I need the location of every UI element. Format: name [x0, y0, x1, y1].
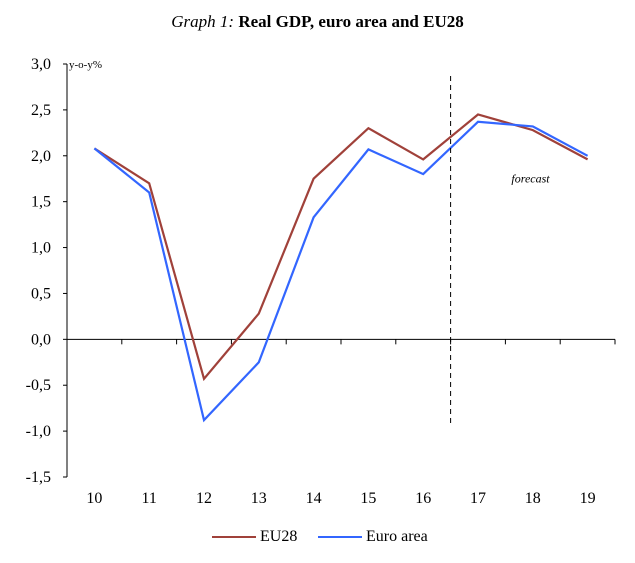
x-axis-ticks: 10 11 12 13 14 15 16 17 18 19 — [86, 490, 595, 507]
legend-swatch-eu28 — [212, 536, 256, 538]
y-tick-label: 2,5 — [31, 102, 51, 119]
x-tick-label: 16 — [415, 490, 431, 507]
y-tick-label: 0,5 — [31, 285, 51, 302]
legend-item-euro-area: Euro area — [318, 528, 428, 546]
chart-title-main: Real GDP, euro area and EU28 — [238, 12, 464, 31]
x-tick-label: 19 — [580, 490, 596, 507]
y-axis-ticks: 3,0 2,5 2,0 1,5 1,0 0,5 0,0 -0,5 -1,0 -1,5 — [26, 56, 67, 486]
chart-legend: EU28 Euro area — [0, 528, 635, 552]
y-tick-label: -1,0 — [26, 423, 51, 440]
legend-label-euro-area: Euro area — [366, 528, 428, 545]
y-tick-label: 2,0 — [31, 148, 51, 165]
x-tick-label: 18 — [525, 490, 541, 507]
y-tick-label: 0,0 — [31, 331, 51, 348]
x-tick-label: 17 — [470, 490, 486, 507]
x-tick-label: 14 — [306, 490, 322, 507]
chart-title-prefix: Graph 1: — [171, 12, 235, 31]
x-tick-label: 13 — [251, 490, 267, 507]
chart-title: Graph 1: Real GDP, euro area and EU28 — [0, 12, 635, 32]
series-line-eu28 — [93, 113, 589, 382]
y-tick-label: 3,0 — [31, 56, 51, 73]
y-tick-label: 1,5 — [31, 194, 51, 211]
x-tick-label: 12 — [196, 490, 212, 507]
y-axis-label: y-o-y% — [69, 59, 102, 71]
y-tick-label: -0,5 — [26, 377, 51, 394]
y-tick-label: 1,0 — [31, 240, 51, 257]
x-tick-label: 10 — [86, 490, 102, 507]
legend-swatch-euro-area — [318, 536, 362, 538]
legend-item-eu28: EU28 — [212, 528, 297, 546]
x-tick-label: 11 — [141, 490, 156, 507]
series-line-euro-area — [93, 120, 589, 423]
legend-label-eu28: EU28 — [260, 528, 298, 545]
series-lines — [93, 113, 589, 423]
forecast-annotation: forecast — [511, 172, 550, 186]
x-tick-label: 15 — [360, 490, 376, 507]
y-tick-label: -1,5 — [26, 469, 51, 486]
